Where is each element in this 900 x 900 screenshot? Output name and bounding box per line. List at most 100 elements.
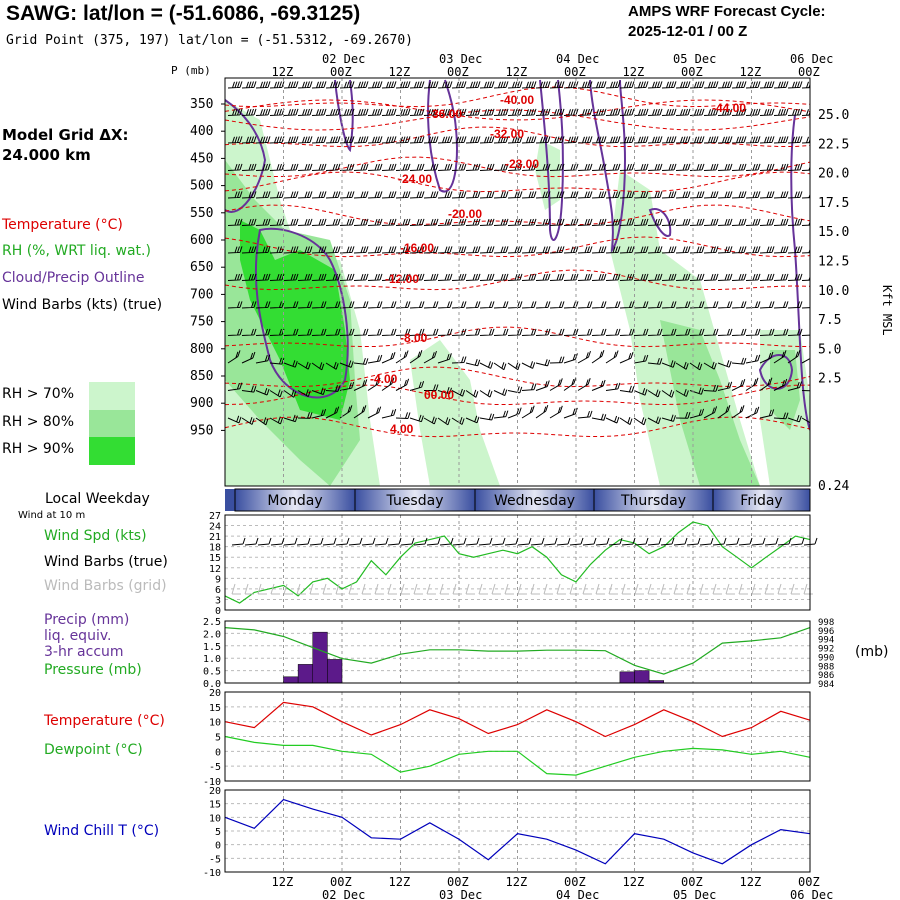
cloud-outline-8 [334, 79, 354, 153]
weekday-monday: Monday [267, 493, 322, 509]
temp-contour-extra-1 [225, 99, 810, 121]
bottom-time-1: 00Z [330, 875, 352, 889]
temp-contour-1 [225, 126, 810, 148]
wind-panel-ytick-4: 15 [209, 553, 221, 564]
kft-axis-label: Kft MSL [880, 285, 894, 336]
wind-barbs-true [231, 537, 818, 546]
legend-rh90: RH > 90% [2, 441, 75, 457]
label-wind-chill: Wind Chill T (°C) [44, 823, 160, 839]
rh-region-5 [660, 320, 760, 486]
top-date-2: 04 Dec [556, 52, 599, 66]
barb-row-10 [227, 350, 810, 371]
kft-tick-4: 15.0 [818, 225, 849, 240]
cloud-outline-3 [539, 79, 564, 242]
bottom-date-2: 04 Dec [556, 888, 599, 900]
temp-panel-frame [224, 691, 811, 782]
wind-panel-ytick-2: 21 [209, 532, 221, 543]
pressure-line [224, 627, 811, 675]
wind-panel-ytick-5: 12 [209, 564, 221, 575]
legend-rh70: RH > 70% [2, 386, 75, 402]
precip-panel-ytick-3: 1.0 [203, 654, 221, 665]
top-time-1: 00Z [330, 65, 352, 79]
rh-region-2 [240, 220, 350, 420]
bottom-date-4: 06 Dec [790, 888, 833, 900]
temp-panel-ytick-0: 20 [209, 688, 221, 699]
wind-panel-ytick-6: 9 [215, 574, 221, 585]
top-date-0: 02 Dec [322, 52, 365, 66]
wind-panel-ytick-0: 27 [209, 511, 221, 522]
kft-tick-1: 22.5 [818, 137, 849, 152]
top-time-7: 00Z [681, 65, 703, 79]
rh90-swatch [89, 437, 135, 465]
precip-panel-frame [224, 620, 811, 684]
p-tick-850: 850 [190, 369, 213, 384]
precip-bar-4 [619, 671, 635, 684]
temp-label-10: -4.00 [370, 372, 398, 386]
top-time-0: 12Z [272, 65, 294, 79]
weekday-cell-4 [712, 488, 811, 512]
top-date-3: 05 Dec [673, 52, 716, 66]
p-tick-600: 600 [190, 233, 213, 248]
wind-barbs-grid [231, 583, 813, 595]
wind-panel-ytick-9: 0 [215, 606, 221, 617]
rh70-swatch [89, 382, 135, 410]
cloud-outline-7 [790, 114, 810, 431]
windchill-panel-ytick-1: 15 [209, 800, 221, 811]
temp-contour-7 [225, 326, 810, 348]
cloud-outline-1 [225, 99, 267, 213]
rh-region-9 [225, 380, 330, 486]
kft-tick-6: 10.0 [818, 284, 849, 299]
page-title: SAWG: lat/lon = (-51.6086, -69.3125) [6, 2, 361, 25]
label-dewpoint: Dewpoint (°C) [44, 742, 143, 758]
pressure-tick-986: 986 [818, 671, 834, 681]
p-tick-550: 550 [190, 206, 213, 221]
temp-panel-ytick-3: 5 [215, 733, 221, 744]
dewpoint-line [224, 735, 811, 776]
bottom-time-5: 00Z [564, 875, 586, 889]
p-tick-500: 500 [190, 179, 213, 194]
top-time-2: 12Z [389, 65, 411, 79]
legend-cloud: Cloud/Precip Outline [2, 270, 145, 286]
temp-label-1: -44.00 [712, 101, 746, 115]
pressure-tick-992: 992 [818, 645, 834, 655]
precip-panel-ytick-1: 2.0 [203, 629, 221, 640]
weekday-wednesday: Wednesday [494, 493, 575, 509]
pressure-tick-988: 988 [818, 662, 834, 672]
barb-row-7 [227, 273, 810, 281]
label-pressure-unit: (mb) [855, 644, 889, 660]
temp-panel-ytick-5: -5 [209, 762, 221, 773]
precip-panel-ytick-4: 0.5 [203, 667, 221, 678]
windchill-panel-ytick-2: 10 [209, 813, 221, 824]
temp-label-7: -16.00 [400, 241, 434, 255]
windchill-panel-ytick-0: 20 [209, 786, 221, 797]
label-pressure: Pressure (mb) [44, 662, 142, 678]
windchill-panel-ytick-5: -5 [209, 854, 221, 865]
bottom-time-6: 12Z [623, 875, 645, 889]
barb-row-12 [227, 404, 810, 426]
top-time-6: 12Z [623, 65, 645, 79]
temp-label-3: -32.00 [490, 127, 524, 141]
p-tick-750: 750 [190, 315, 213, 330]
bottom-time-8: 12Z [740, 875, 762, 889]
local-weekday-title: Local Weekday [45, 491, 150, 507]
top-date-4: 06 Dec [790, 52, 833, 66]
temp-label-2: -36.00 [428, 107, 462, 121]
cloud-outline-2 [427, 79, 458, 193]
kft-tick-10: 0.24 [818, 479, 849, 494]
windchill-panel-ytick-4: 0 [215, 841, 221, 852]
precip-bar-5 [634, 670, 650, 684]
windchill-panel: 20 15 10 5 0 -5 -10 [203, 786, 811, 879]
p-tick-800: 800 [190, 342, 213, 357]
temp-label-11: 00.00 [424, 388, 454, 402]
top-date-1: 03 Dec [439, 52, 482, 66]
bottom-date-3: 05 Dec [673, 888, 716, 900]
model-grid-label: Model Grid ΔX: [2, 126, 129, 144]
top-time-3: 00Z [447, 65, 469, 79]
wind-barbs-profile [227, 81, 810, 426]
cross-section-panel: -40.00 -44.00 -36.00 -32.00 -28.00 -24.00 -20.… [171, 52, 894, 900]
legend-wind-barbs: Wind Barbs (kts) (true) [2, 297, 163, 313]
bottom-date-0: 02 Dec [322, 888, 365, 900]
bottom-time-4: 12Z [506, 875, 528, 889]
temp-label-5: -24.00 [398, 172, 432, 186]
